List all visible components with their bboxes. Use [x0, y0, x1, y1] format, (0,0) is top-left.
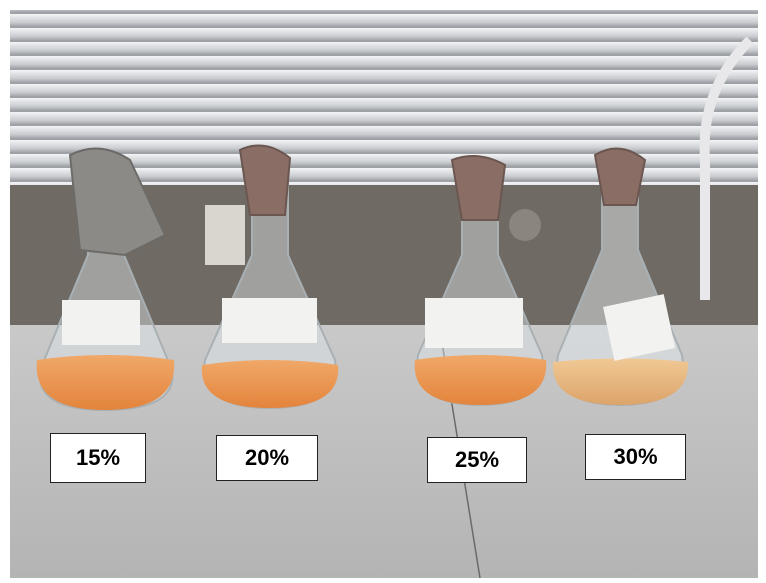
label-box: 25% — [427, 437, 527, 483]
label-box: 30% — [585, 434, 686, 480]
label-box: 15% — [50, 433, 146, 483]
photo — [0, 0, 766, 583]
photo-figure: 15% 20% 25% 30% — [0, 0, 766, 583]
socket — [205, 205, 245, 265]
label-box: 20% — [216, 435, 318, 481]
socket — [509, 209, 541, 241]
